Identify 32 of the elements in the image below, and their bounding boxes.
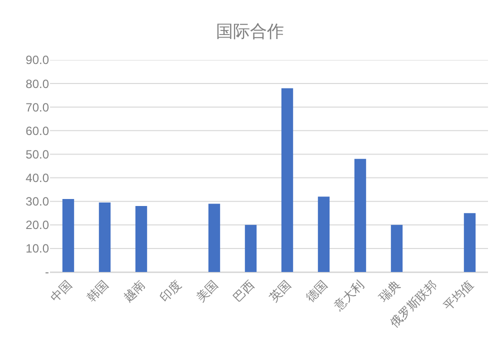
y-tick-label: 70.0 (26, 100, 50, 114)
y-tick-label: 40.0 (26, 170, 50, 185)
x-tick-label: 德国 (303, 278, 330, 305)
x-tick-label: 美国 (194, 278, 221, 305)
bar (135, 206, 148, 272)
x-tick-label: 意大利 (330, 278, 367, 314)
y-tick-label: 60.0 (26, 124, 50, 138)
bar (62, 198, 74, 272)
y-tick-label: 10.0 (26, 242, 50, 256)
x-tick-label: 巴西 (230, 278, 258, 305)
bar (464, 213, 476, 272)
y-tick-label: - (45, 265, 49, 280)
x-tick-label: 越南 (120, 278, 148, 305)
x-tick-label: 韩国 (84, 278, 112, 305)
bar (318, 196, 330, 272)
bar (208, 204, 220, 272)
x-tick-label: 中国 (48, 278, 75, 305)
bar (98, 202, 111, 272)
bar (281, 88, 294, 272)
bar (354, 158, 366, 272)
y-tick-label: 30.0 (26, 194, 50, 209)
y-tick-label: 20.0 (26, 218, 50, 232)
x-tick-label: 印度 (157, 278, 184, 305)
x-tick-label: 英国 (266, 278, 294, 305)
chart-title: 国际合作 (216, 22, 284, 42)
y-tick-label: 80.0 (26, 76, 50, 91)
x-tick-label: 瑞典 (376, 278, 404, 305)
y-tick-label: 90.0 (26, 53, 50, 68)
bar (244, 224, 257, 272)
x-tick-label: 平均值 (440, 278, 476, 314)
y-tick-label: 50.0 (26, 147, 50, 162)
bar (390, 224, 403, 272)
